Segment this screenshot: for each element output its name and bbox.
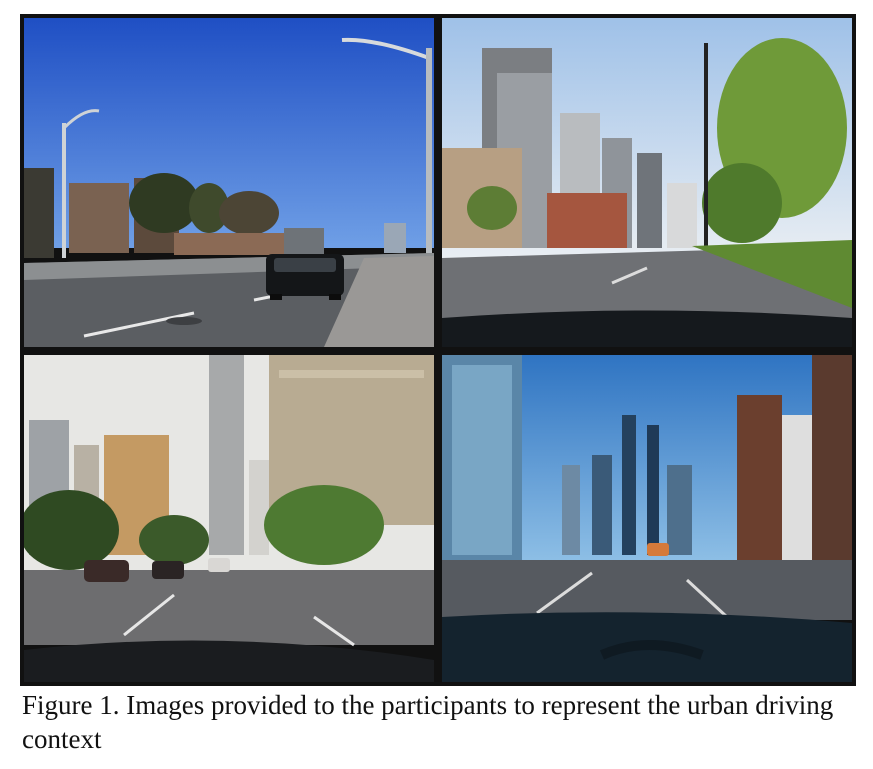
- figure-image-grid: [20, 14, 856, 686]
- photo-city-street-skyline: [442, 355, 852, 682]
- photo-suburban-road: [24, 18, 434, 347]
- photo-downtown-boulevard: [24, 355, 434, 682]
- figure-caption: Figure 1. Images provided to the partici…: [22, 690, 834, 754]
- photo-condo-avenue: [442, 18, 852, 347]
